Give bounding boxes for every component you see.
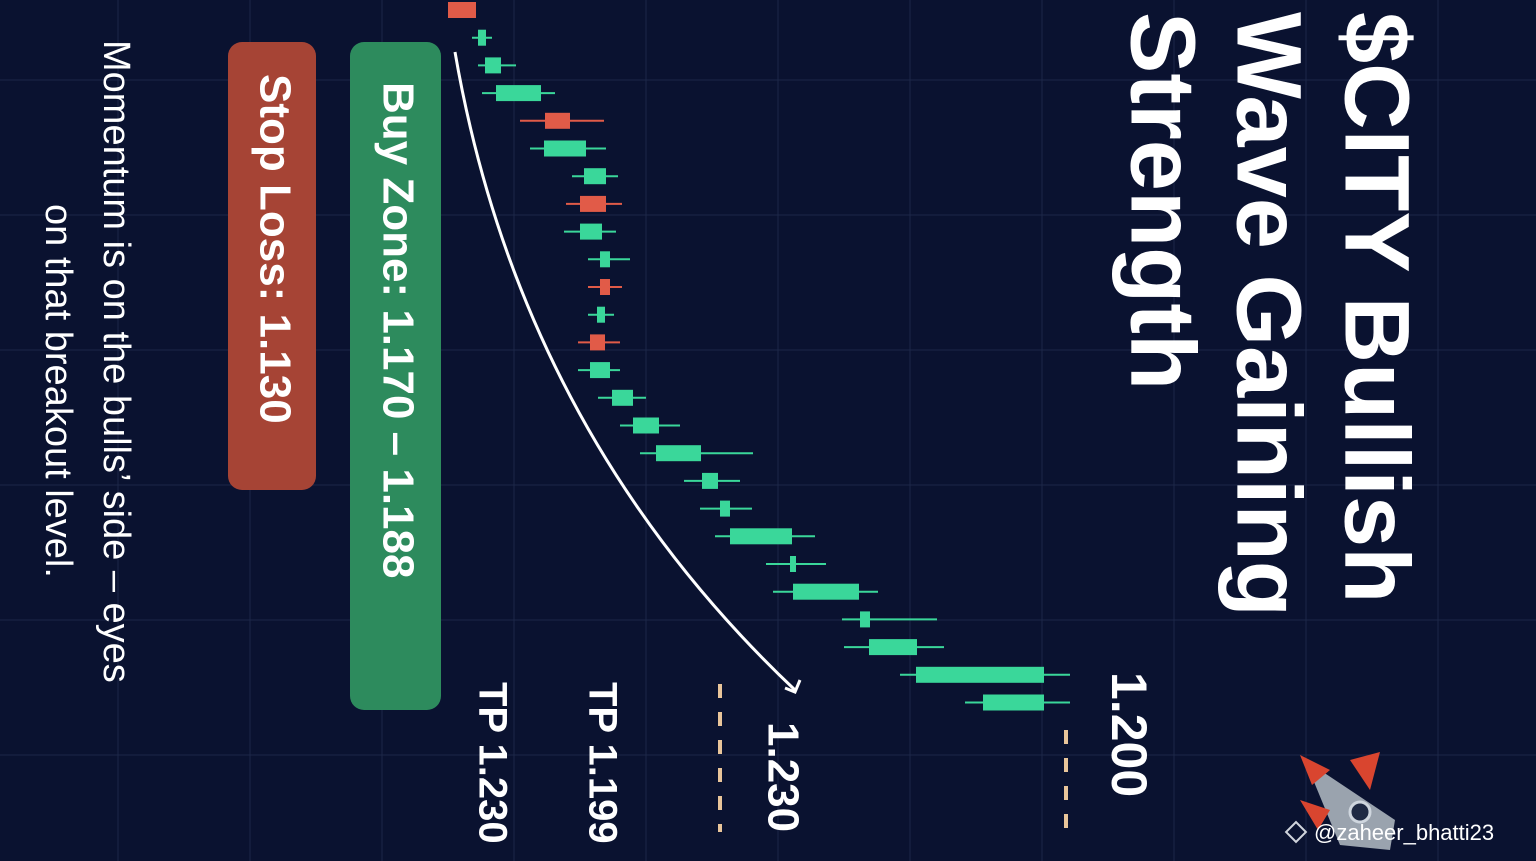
- candle-body: [448, 2, 476, 18]
- watermark: @zaheer_bhatti23: [1284, 820, 1494, 845]
- candles: [448, 2, 1070, 711]
- candle-body: [590, 334, 605, 351]
- note-line: Momentum is on the bulls’ side – eyes: [95, 40, 137, 683]
- candle-body: [580, 223, 602, 240]
- candle-body: [544, 140, 586, 157]
- note-line: on that breakout level.: [37, 204, 79, 578]
- trend-curve: [453, 51, 797, 692]
- candle-body: [496, 85, 541, 102]
- candle-body: [580, 195, 606, 212]
- tp-label: TP 1.199: [580, 682, 624, 844]
- candle-body: [600, 279, 610, 295]
- candle-body: [478, 29, 486, 46]
- candle-body: [720, 500, 730, 517]
- level-label: 1.200: [1101, 672, 1157, 797]
- candle-body: [793, 583, 859, 600]
- candle-body: [916, 666, 1044, 683]
- candle-body: [869, 639, 917, 656]
- stop-loss-box: [228, 42, 316, 490]
- curve-arrowhead: [784, 679, 802, 694]
- title-line: Strength: [1112, 12, 1214, 390]
- candle-body: [590, 362, 610, 379]
- candle-body: [584, 168, 606, 185]
- candle-body: [730, 528, 792, 545]
- stop-loss-label: Stop Loss: 1.130: [250, 74, 299, 424]
- title-line: $CITY Bullish: [1326, 12, 1428, 603]
- candle-body: [983, 694, 1044, 711]
- candle-body: [600, 251, 610, 268]
- watermark-handle: @zaheer_bhatti23: [1314, 820, 1494, 845]
- candle-body: [790, 556, 796, 572]
- candle-body: [860, 611, 870, 628]
- candle-body: [656, 445, 701, 462]
- candle-body: [633, 417, 659, 434]
- buy-zone-box: [350, 42, 441, 710]
- candle-body: [702, 472, 718, 489]
- candle-body: [485, 57, 501, 74]
- candle-body: [612, 389, 633, 406]
- title-line: Wave Gaining: [1218, 12, 1320, 617]
- tp-label: TP 1.230: [470, 682, 514, 844]
- buy-zone-label: Buy Zone: 1.170 – 1.188: [373, 82, 422, 578]
- candle-body: [545, 112, 570, 129]
- level-label: 1.230: [758, 722, 807, 832]
- candle-body: [597, 306, 605, 323]
- rocket-icon: [1300, 752, 1395, 850]
